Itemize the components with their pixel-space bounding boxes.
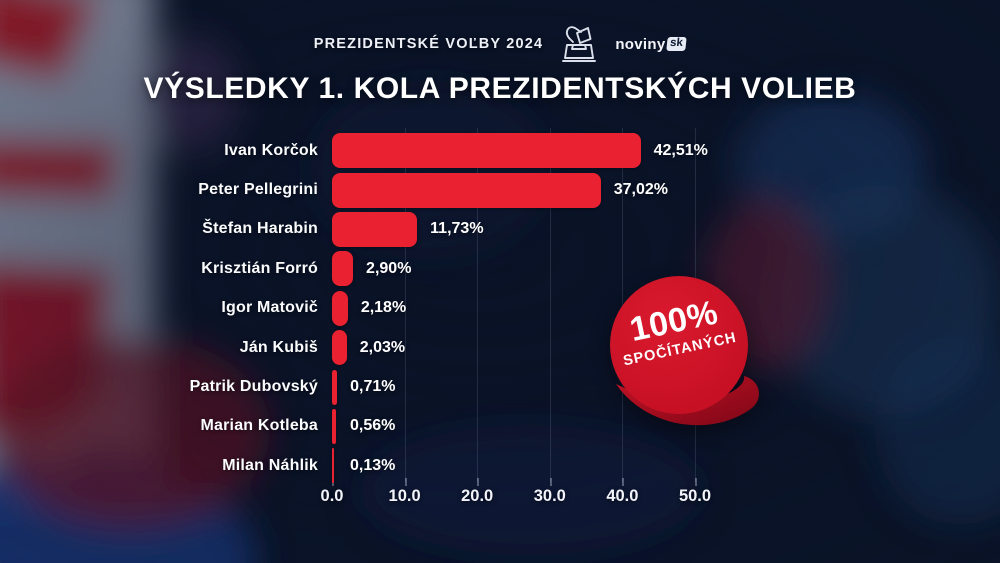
candidate-name: Štefan Harabin xyxy=(202,220,318,238)
axis-tick-label: 20.0 xyxy=(461,487,494,505)
bar-track: 37,02% xyxy=(332,172,1000,208)
ballot-box-icon xyxy=(562,26,597,62)
axis-tick xyxy=(695,478,697,486)
candidate-name: Ján Kubiš xyxy=(239,338,318,356)
gridline xyxy=(477,128,479,482)
axis-tick xyxy=(404,478,407,486)
result-value: 0,71% xyxy=(350,378,396,396)
result-bar xyxy=(332,330,347,366)
bar-track: 0,56% xyxy=(332,408,1000,444)
chart-row: Štefan Harabin 11,73% xyxy=(0,210,1000,249)
result-value: 2,18% xyxy=(360,299,407,317)
axis-tick-label: 0.0 xyxy=(320,487,344,505)
chart-row: Marian Kotleba 0,56% xyxy=(0,407,1000,446)
result-bar xyxy=(332,251,354,287)
result-value: 2,90% xyxy=(366,259,412,277)
noviny-logo-text: noviny xyxy=(615,35,666,53)
axis-tick xyxy=(622,478,625,486)
chart-row: Ján Kubiš 2,03% xyxy=(0,328,1000,367)
gridline xyxy=(404,128,406,482)
bar-track: 42,51% xyxy=(332,133,1000,169)
result-bar xyxy=(332,290,348,326)
show-title: PREZIDENTSKÉ VOĽBY 2024 xyxy=(313,36,544,52)
candidate-name: Krisztián Forró xyxy=(201,259,318,277)
bar-track: 2,90% xyxy=(332,251,1000,287)
result-value: 37,02% xyxy=(613,181,669,199)
result-value: 0,13% xyxy=(350,456,396,474)
chart-row: Patrik Dubovský 0,71% xyxy=(0,367,1000,406)
result-bar xyxy=(332,133,641,169)
chart-row: Krisztián Forró 2,90% xyxy=(0,249,1000,288)
bar-track: 2,18% xyxy=(332,290,1000,326)
chart-rows: Ivan Korčok 42,51% Peter Pellegrini 37,02% Š… xyxy=(0,131,1000,486)
header: PREZIDENTSKÉ VOĽBY 2024 noviny sk xyxy=(0,22,1000,66)
result-bar xyxy=(332,369,338,405)
chart-row: Ivan Korčok 42,51% xyxy=(0,131,1000,170)
result-bar xyxy=(332,408,337,444)
axis-tick xyxy=(549,478,552,486)
bar-track: 0,71% xyxy=(332,369,1000,405)
noviny-logo: noviny sk xyxy=(615,35,687,53)
counted-badge-sticker xyxy=(610,276,759,426)
result-bar xyxy=(332,211,418,247)
result-value: 11,73% xyxy=(430,220,484,238)
axis-tick-label: 40.0 xyxy=(606,487,639,505)
bar-track: 11,73% xyxy=(332,211,1000,247)
result-value: 2,03% xyxy=(359,338,406,356)
result-bar xyxy=(332,172,601,208)
noviny-logo-sk-badge: sk xyxy=(666,37,687,51)
axis-tick xyxy=(477,478,480,486)
candidate-name: Milan Náhlik xyxy=(222,456,318,474)
candidate-name: Marian Kotleba xyxy=(200,417,318,435)
chart-row: Peter Pellegrini 37,02% xyxy=(0,170,1000,209)
result-value: 42,51% xyxy=(653,141,708,159)
candidate-name: Patrik Dubovský xyxy=(189,378,318,396)
axis-tick-label: 30.0 xyxy=(533,487,566,505)
bar-track: 2,03% xyxy=(332,330,1000,366)
gridline xyxy=(549,128,551,482)
candidate-name: Ivan Korčok xyxy=(224,141,318,159)
chart-row: Milan Náhlik 0,13% xyxy=(0,446,1000,485)
counted-badge: 100% SPOČÍTANÝCH xyxy=(594,274,778,438)
result-value: 0,56% xyxy=(350,417,396,435)
candidate-name: Peter Pellegrini xyxy=(198,181,318,199)
x-axis: 0.0 10.0 20.0 30.0 40.0 50.0 xyxy=(0,487,1000,509)
bar-track: 0,13% xyxy=(332,448,1000,484)
result-bar xyxy=(332,448,334,484)
candidate-name: Igor Matovič xyxy=(221,299,318,317)
axis-tick-label: 50.0 xyxy=(678,487,712,505)
axis-tick-label: 10.0 xyxy=(388,487,421,505)
chart-row: Igor Matovič 2,18% xyxy=(0,289,1000,328)
page-title: VÝSLEDKY 1. KOLA PREZIDENTSKÝCH VOLIEB xyxy=(143,72,857,105)
